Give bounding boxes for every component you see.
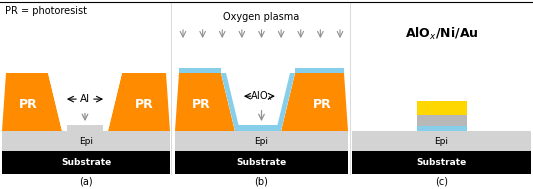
Text: Oxygen plasma: Oxygen plasma [223,12,300,22]
Bar [295,68,344,73]
Text: Epi: Epi [79,136,93,146]
Text: PR: PR [135,98,154,111]
Bar [2,131,170,151]
Text: PR: PR [19,98,37,111]
Text: Epi: Epi [254,136,269,146]
Polygon shape [48,73,122,131]
Text: PR: PR [192,98,211,111]
Polygon shape [108,73,170,131]
Bar [352,131,531,151]
Text: Al: Al [80,94,90,104]
Bar [352,151,531,174]
Bar [416,126,466,131]
Text: (a): (a) [79,176,93,186]
Bar [179,68,221,73]
Polygon shape [276,73,295,131]
Text: AlO$_x$/Ni/Au: AlO$_x$/Ni/Au [405,26,478,42]
Text: (b): (b) [255,176,269,186]
Text: Substrate: Substrate [236,158,287,167]
Polygon shape [175,73,235,131]
Text: Substrate: Substrate [61,158,111,167]
Polygon shape [221,73,295,131]
Polygon shape [221,73,240,131]
Text: Substrate: Substrate [416,158,466,167]
Text: PR: PR [313,98,332,111]
Text: AlO$_x$: AlO$_x$ [250,89,273,103]
Bar [175,151,348,174]
Polygon shape [281,73,348,131]
Bar [416,101,466,115]
Bar [67,125,103,131]
Text: PR = photoresist: PR = photoresist [5,6,87,16]
Bar [175,131,348,151]
Text: (c): (c) [435,176,448,186]
Text: Epi: Epi [434,136,448,146]
Polygon shape [2,73,62,131]
Bar [2,151,170,174]
Bar [237,125,279,131]
Bar [416,115,466,126]
